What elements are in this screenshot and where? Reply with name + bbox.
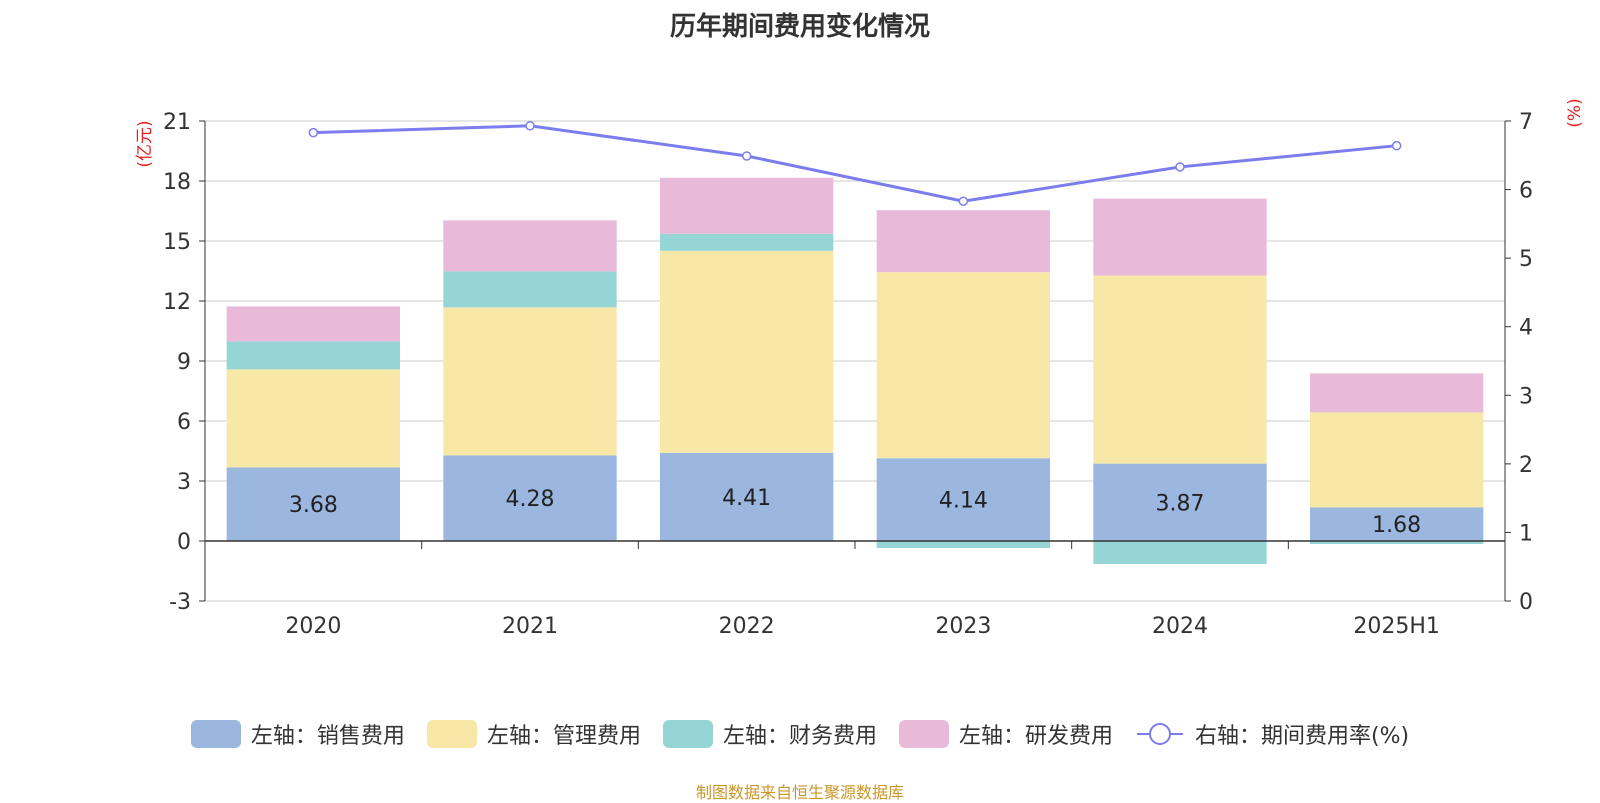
bar-左轴：研发费用 <box>876 210 1050 273</box>
rate-line <box>313 124 1397 203</box>
bar-左轴：管理费用 <box>876 272 1050 459</box>
bar-左轴：研发费用 <box>1310 373 1484 413</box>
bar-左轴：研发费用 <box>1093 198 1267 276</box>
legend-item-finance[interactable]: 左轴：财务费用 <box>662 718 877 750</box>
bar-左轴：销售费用 <box>1093 463 1267 541</box>
right-axis-tick-label: 7 <box>1519 110 1533 135</box>
bar-左轴：财务费用 <box>1093 541 1267 564</box>
left-axis-tick-label: -3 <box>169 590 191 615</box>
left-axis-tick-label: 6 <box>177 410 191 435</box>
right-axis-unit-label: (%) <box>1565 98 1585 127</box>
rate-line-layer <box>308 121 1402 206</box>
left-axis-tick-label: 3 <box>177 470 191 495</box>
rate-point <box>741 151 752 161</box>
grid-lines <box>205 120 1505 602</box>
bar-左轴：财务费用 <box>226 341 400 370</box>
right-axis-tick-label: 0 <box>1519 590 1533 615</box>
bar-data-label: 4.28 <box>506 487 555 512</box>
bar-左轴：销售费用 <box>876 458 1050 541</box>
bar-左轴：财务费用 <box>876 541 1050 548</box>
bar-layer <box>226 177 1484 564</box>
legend-item-admin[interactable]: 左轴：管理费用 <box>426 718 641 750</box>
legend-item-rnd[interactable]: 左轴：研发费用 <box>898 718 1113 750</box>
bar-data-label: 4.14 <box>939 489 988 514</box>
x-axis-tick-label: 2021 <box>502 614 558 639</box>
legend-label-finance: 左轴：财务费用 <box>722 724 877 749</box>
left-axis-tick-label: 18 <box>163 170 191 195</box>
rate-point <box>958 196 969 206</box>
right-axis-tick-label: 4 <box>1519 316 1533 341</box>
left-axis-tick-label: 12 <box>163 290 191 315</box>
x-axis-tick-label: 2023 <box>935 614 991 639</box>
rate-point <box>1175 162 1185 172</box>
bar-左轴：管理费用 <box>1093 275 1267 464</box>
left-axis-tick-label: 15 <box>163 230 191 255</box>
bar-左轴：销售费用 <box>660 452 834 541</box>
right-axis-tick-label: 3 <box>1519 384 1533 409</box>
x-axis-tick-label: 2025H1 <box>1353 614 1440 639</box>
legend-line-circle-icon <box>1136 723 1183 745</box>
bar-左轴：研发费用 <box>443 220 617 272</box>
bar-左轴：管理费用 <box>226 369 400 468</box>
rate-point <box>525 121 535 131</box>
legend-swatch-admin <box>426 720 477 748</box>
bar-左轴：销售费用 <box>443 455 617 541</box>
right-axis-tick-label: 1 <box>1519 521 1533 546</box>
bar-左轴：销售费用 <box>226 467 400 541</box>
legend-swatch-sales <box>190 720 241 748</box>
rate-point <box>1391 140 1402 151</box>
legend-swatch-finance <box>662 720 713 748</box>
source-note: 制图数据来自恒生聚源数据库 <box>695 783 904 802</box>
bar-data-label: 3.87 <box>1156 491 1205 516</box>
bar-左轴：研发费用 <box>660 177 834 234</box>
bar-左轴：管理费用 <box>1310 412 1484 508</box>
bar-左轴：管理费用 <box>660 250 834 453</box>
legend-swatch-rnd <box>898 720 949 748</box>
rate-point <box>308 127 319 138</box>
legend-label-rnd: 左轴：研发费用 <box>958 724 1113 749</box>
x-axis-tick-label: 2024 <box>1152 614 1208 639</box>
bar-左轴：财务费用 <box>660 233 834 251</box>
x-axis-tick-label: 2020 <box>285 614 341 639</box>
legend-label-sales: 左轴：销售费用 <box>250 724 405 749</box>
bar-左轴：管理费用 <box>443 307 617 456</box>
right-axis-tick-label: 2 <box>1519 453 1533 478</box>
bar-左轴：销售费用 <box>1310 507 1484 541</box>
legend-label-rate: 右轴：期间费用率(%) <box>1194 724 1410 749</box>
right-axis-tick-label: 5 <box>1519 247 1533 272</box>
left-axis-unit-label: (亿元) <box>135 120 155 167</box>
bar-左轴：财务费用 <box>443 271 617 308</box>
bar-data-label: 4.41 <box>722 486 771 511</box>
left-axis-tick-label: 9 <box>177 350 191 375</box>
bar-左轴：财务费用 <box>1310 541 1484 544</box>
left-axis-tick-label: 0 <box>177 530 191 555</box>
data-label-layer: 3.68 4.28 4.41 4.14 3.87 1.68 <box>289 486 1421 538</box>
bar-data-label: 3.68 <box>289 493 338 518</box>
bar-左轴：研发费用 <box>226 306 400 342</box>
bar-data-label: 1.68 <box>1372 513 1421 538</box>
legend-label-admin: 左轴：管理费用 <box>486 724 641 749</box>
legend-item-rate[interactable]: 右轴：期间费用率(%) <box>1135 718 1409 750</box>
legend: 左轴：销售费用 左轴：管理费用 左轴：财务费用 左轴：研发费用 右轴：期间费用率… <box>0 718 1600 750</box>
legend-item-sales[interactable]: 左轴：销售费用 <box>190 718 405 750</box>
x-axis-tick-label: 2022 <box>719 614 775 639</box>
left-axis-tick-label: 21 <box>163 110 191 135</box>
right-axis-tick-label: 6 <box>1519 179 1533 204</box>
chart-title: 历年期间费用变化情况 <box>669 12 930 42</box>
